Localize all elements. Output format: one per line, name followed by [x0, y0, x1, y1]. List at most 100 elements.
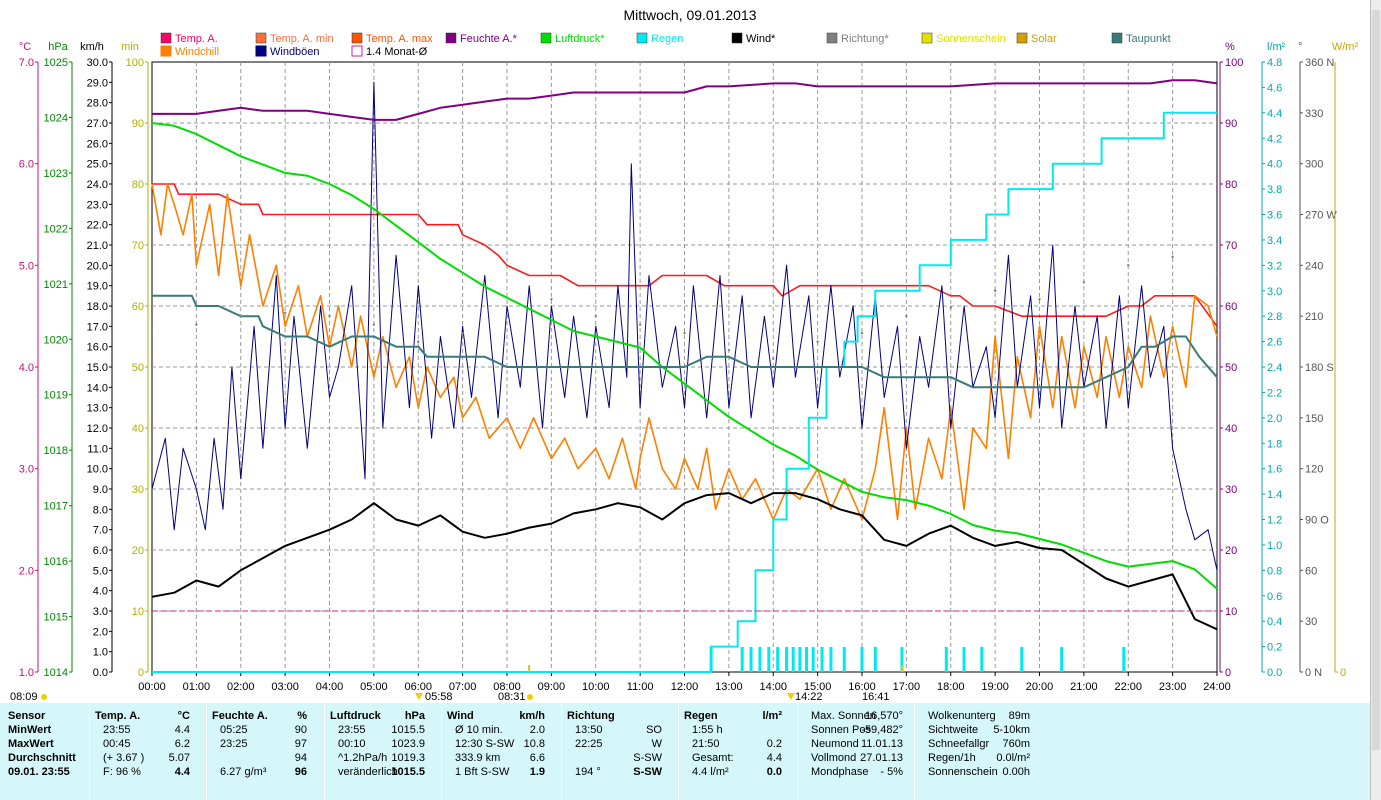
- series-line: [152, 79, 1218, 121]
- scrollbar-thumb[interactable]: [1372, 10, 1380, 750]
- y-tick-label-right: 330: [1305, 108, 1323, 120]
- x-tick-label: 03:00: [271, 681, 299, 693]
- time-mark: 14:22: [795, 691, 823, 703]
- y-tick-label: 1.0: [93, 647, 108, 659]
- y-axis-unit-right: W/m²: [1332, 41, 1359, 53]
- stats-value: 27.01.13: [860, 752, 903, 764]
- y-tick-label-right: 270 W: [1305, 210, 1337, 222]
- y-axis-unit-right: %: [1225, 41, 1235, 53]
- stats-separator: [678, 703, 679, 800]
- time-mark: 08:31: [498, 691, 526, 703]
- direction-point: [683, 331, 686, 335]
- legend-swatch: [160, 32, 172, 44]
- y-tick-label: 1018: [44, 445, 68, 457]
- y-tick-label-right: 3.4: [1267, 235, 1282, 247]
- legend-label: Sonnenschein: [936, 33, 1006, 45]
- legend-label: Temp. A. min: [270, 33, 334, 45]
- y-tick-label-right: 360 N: [1305, 57, 1334, 69]
- y-tick-label: 50: [132, 362, 144, 374]
- y-tick-label: 6.0: [93, 545, 108, 557]
- stats-separator: [89, 703, 90, 800]
- stats-value-label: F: 96 %: [103, 766, 141, 778]
- rain-event-bar: [944, 647, 948, 672]
- y-tick-label: 1022: [44, 223, 68, 235]
- y-tick-label: 7.0: [19, 57, 34, 69]
- y-tick-label: 2.0: [19, 565, 34, 577]
- weather-chart: 00:00 01:00 02:00 03:00 04:00 05:00 06:00 07:00…: [10, 7, 1359, 703]
- stats-header: Richtung: [567, 710, 615, 722]
- rain-event-bar: [776, 647, 780, 672]
- legend-swatch: [731, 32, 743, 44]
- stats-value: 0.2: [766, 738, 782, 750]
- y-tick-label: 6.0: [19, 159, 34, 171]
- y-tick-label: 10: [132, 606, 144, 618]
- rain-event-bar: [785, 647, 789, 672]
- y-tick-label: 40: [132, 423, 144, 435]
- direction-point: [594, 314, 597, 318]
- sunshine-mark: [528, 665, 531, 672]
- y-tick-label-right: 90 O: [1305, 515, 1329, 527]
- x-tick-label: 01:00: [183, 681, 211, 693]
- stats-value-label: 6.27 g/m³: [220, 766, 267, 778]
- rain-event-bar: [860, 647, 864, 672]
- stats-value-label: Sonnenschein: [928, 766, 998, 778]
- y-tick-label: 1015: [44, 612, 68, 624]
- y-tick-label-right: 60: [1305, 565, 1317, 577]
- y-tick-label-right: 2.2: [1267, 387, 1282, 399]
- y-tick-label: 30.0: [87, 57, 108, 69]
- stats-value-label: Neumond: [811, 738, 859, 750]
- y-tick-label: 16.0: [87, 342, 108, 354]
- stats-value: 5-10km: [993, 724, 1030, 736]
- y-tick-label-right: 1.2: [1267, 515, 1282, 527]
- direction-point: [283, 311, 287, 314]
- direction-point: [1038, 298, 1041, 301]
- stats-value: 1019.3: [391, 752, 425, 764]
- x-tick-label: 21:00: [1070, 681, 1098, 693]
- stats-header-unit: hPa: [404, 710, 425, 722]
- y-tick-label-right: 0.2: [1267, 642, 1282, 654]
- y-tick-label: 1019: [44, 390, 68, 402]
- y-tick-label: 1020: [44, 334, 68, 346]
- direction-point: [505, 314, 509, 318]
- sun-icon: [527, 694, 533, 700]
- y-tick-label-right: 90: [1225, 118, 1237, 130]
- time-mark: 05:58: [425, 691, 453, 703]
- rain-event-bar: [767, 647, 771, 672]
- stats-value: 6.2: [174, 738, 190, 750]
- stats-value-label: Sonnen Pos: [811, 724, 871, 736]
- y-tick-label: 19.0: [87, 281, 108, 293]
- direction-point: [417, 340, 420, 343]
- direction-point: [772, 357, 775, 360]
- stats-value: 90: [294, 724, 307, 736]
- y-axis-unit: hPa: [48, 41, 68, 53]
- sun-icon: [41, 694, 47, 700]
- y-tick-label-right: 60: [1225, 301, 1237, 313]
- y-tick-label: 10.0: [87, 464, 108, 476]
- legend-label: Feuchte A.*: [460, 33, 518, 45]
- y-tick-label-right: 1.8: [1267, 438, 1282, 450]
- stats-value-label: MinWert: [8, 724, 52, 736]
- y-tick-label: 8.0: [93, 504, 108, 516]
- series-line: [151, 122, 1218, 590]
- y-tick-label: 5.0: [93, 565, 108, 577]
- y-tick-label-right: 1.6: [1267, 464, 1282, 476]
- direction-point: [993, 289, 997, 292]
- direction-point: [550, 298, 553, 301]
- legend-swatch: [1111, 32, 1123, 44]
- legend-label: Wind*: [746, 33, 776, 45]
- y-tick-label-right: 0.8: [1267, 565, 1282, 577]
- vertical-scrollbar[interactable]: [1370, 0, 1381, 800]
- y-tick-label: 14.0: [87, 382, 108, 394]
- x-tick-label: 17:00: [893, 681, 921, 693]
- stats-value-label: 05:25: [220, 724, 248, 736]
- legend-label: Windchill: [175, 46, 219, 58]
- y-tick-label-right: 4.8: [1267, 57, 1282, 69]
- y-tick-label: 23.0: [87, 199, 108, 211]
- stats-value: W: [651, 738, 662, 750]
- y-tick-label-right: 2.4: [1267, 362, 1282, 374]
- stats-value: 97: [294, 738, 307, 750]
- x-tick-label: 02:00: [227, 681, 255, 693]
- stats-value: 4.4: [766, 752, 782, 764]
- y-tick-label: 9.0: [93, 484, 108, 496]
- stats-value: 0.00h: [1002, 766, 1030, 778]
